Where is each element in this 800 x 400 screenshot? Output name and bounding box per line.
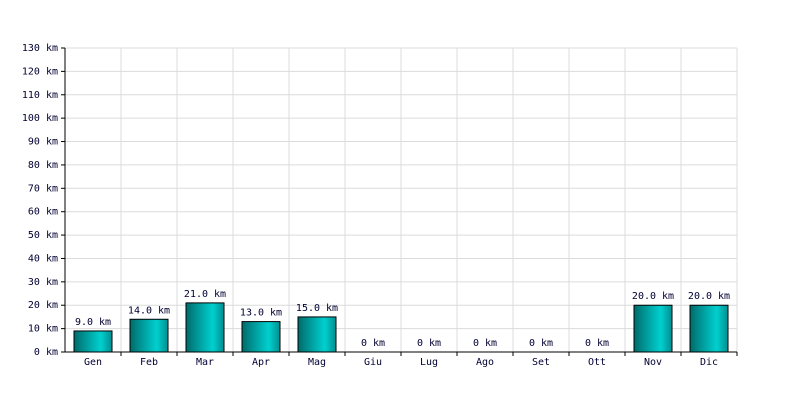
y-tick-label: 0 km	[34, 347, 58, 358]
value-label: 0 km	[585, 338, 609, 349]
bar	[689, 304, 729, 353]
bar	[73, 330, 113, 353]
bar	[241, 321, 281, 353]
bar	[633, 304, 673, 353]
value-label: 14.0 km	[128, 305, 170, 316]
value-label: 20.0 km	[688, 291, 730, 302]
x-tick-label: Ott	[588, 357, 606, 368]
value-label: 9.0 km	[75, 317, 111, 328]
x-tick-label: Mag	[308, 357, 326, 368]
x-tick-label: Giu	[364, 357, 382, 368]
y-tick-label: 130 km	[22, 43, 58, 54]
y-tick-label: 80 km	[28, 160, 58, 171]
x-tick-label: Ago	[476, 357, 494, 368]
x-tick-label: Dic	[700, 357, 718, 368]
value-label: 21.0 km	[184, 289, 226, 300]
value-label: 0 km	[529, 338, 553, 349]
bar	[185, 302, 225, 353]
y-tick-label: 50 km	[28, 230, 58, 241]
x-tick-label: Nov	[644, 357, 662, 368]
x-tick-label: Lug	[420, 357, 438, 368]
value-label: 0 km	[473, 338, 497, 349]
y-tick-label: 40 km	[28, 253, 58, 264]
y-tick-label: 20 km	[28, 300, 58, 311]
value-label: 13.0 km	[240, 308, 282, 319]
y-tick-label: 70 km	[28, 183, 58, 194]
x-tick-label: Mar	[196, 357, 214, 368]
value-label: 0 km	[417, 338, 441, 349]
y-tick-label: 100 km	[22, 113, 58, 124]
bar	[129, 318, 169, 353]
x-tick-label: Feb	[140, 357, 158, 368]
value-label: 0 km	[361, 338, 385, 349]
y-tick-label: 120 km	[22, 66, 58, 77]
y-tick-label: 60 km	[28, 207, 58, 218]
y-tick-label: 110 km	[22, 90, 58, 101]
y-tick-label: 90 km	[28, 137, 58, 148]
y-tick-label: 30 km	[28, 277, 58, 288]
bar	[297, 316, 337, 353]
x-tick-label: Gen	[84, 357, 102, 368]
value-label: 20.0 km	[632, 291, 674, 302]
x-tick-label: Apr	[252, 357, 270, 368]
y-tick-label: 10 km	[28, 324, 58, 335]
value-label: 15.0 km	[296, 303, 338, 314]
x-tick-label: Set	[532, 357, 550, 368]
